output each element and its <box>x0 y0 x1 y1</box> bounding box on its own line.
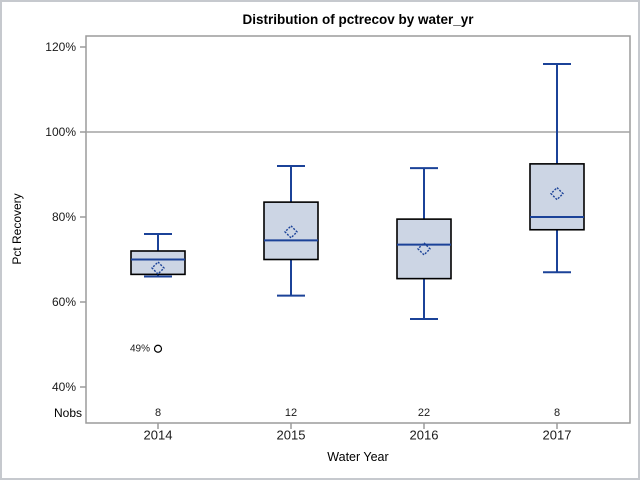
x-tick-label: 2014 <box>144 428 173 443</box>
y-tick-label: 40% <box>52 380 76 394</box>
y-tick-label: 100% <box>45 125 76 139</box>
x-tick-label: 2016 <box>410 428 439 443</box>
nobs-value: 8 <box>155 407 161 419</box>
plot-area-border <box>85 35 631 424</box>
y-tick-label: 120% <box>45 40 76 54</box>
mean-diamond-marker <box>550 186 564 201</box>
mean-diamond-marker <box>151 261 165 275</box>
iqr-box <box>263 201 319 261</box>
chart-title: Distribution of pctrecov by water_yr <box>242 12 474 27</box>
nobs-row-label: Nobs <box>53 406 82 420</box>
y-tick-label: 60% <box>52 295 76 309</box>
mean-diamond-marker <box>417 241 431 256</box>
y-tick-label: 80% <box>52 210 76 224</box>
x-axis-title: Water Year <box>327 450 389 464</box>
iqr-box <box>529 163 585 231</box>
iqr-box <box>396 218 452 280</box>
x-tick-label: 2015 <box>277 428 306 443</box>
nobs-value: 22 <box>418 407 430 419</box>
outlier-label: 49% <box>130 343 150 354</box>
mean-diamond-marker <box>284 224 298 239</box>
nobs-value: 12 <box>285 407 297 419</box>
nobs-value: 8 <box>554 407 560 419</box>
outlier-marker <box>153 344 163 353</box>
x-tick-label: 2017 <box>543 428 572 443</box>
